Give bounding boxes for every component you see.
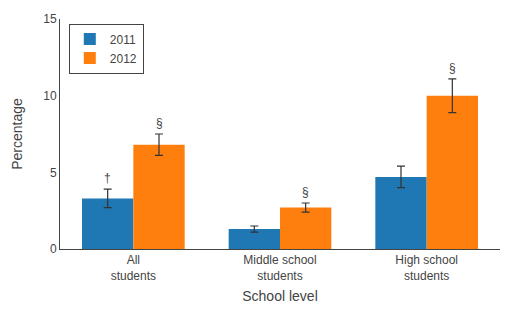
svg-text:†: † (104, 171, 111, 185)
svg-text:Allstudents: Allstudents (111, 253, 156, 283)
svg-text:15: 15 (43, 12, 57, 26)
svg-text:2012: 2012 (110, 52, 137, 66)
svg-text:10: 10 (43, 89, 57, 103)
svg-text:§: § (302, 185, 309, 199)
svg-text:5: 5 (50, 166, 57, 180)
svg-text:Percentage: Percentage (9, 98, 25, 170)
svg-text:Middle schoolstudents: Middle schoolstudents (243, 253, 316, 283)
svg-text:School level: School level (242, 288, 318, 304)
svg-text:0: 0 (50, 242, 57, 256)
svg-text:§: § (156, 116, 163, 130)
svg-text:2011: 2011 (110, 33, 136, 47)
svg-text:§: § (449, 61, 456, 75)
svg-text:High schoolstudents: High schoolstudents (395, 253, 458, 283)
